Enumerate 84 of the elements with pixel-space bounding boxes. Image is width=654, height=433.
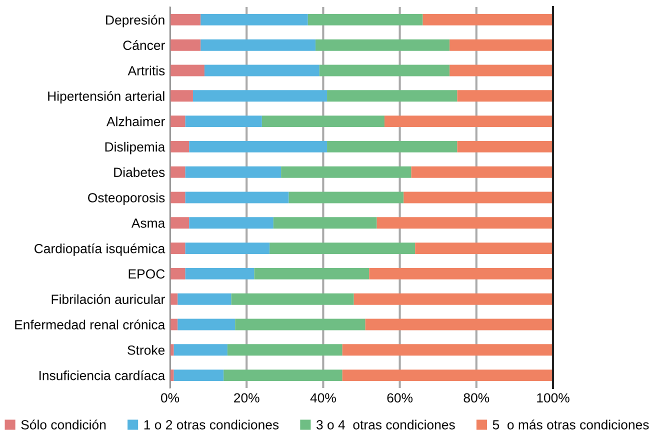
- y-tick-label: Enfermedad renal crónica: [15, 320, 166, 330]
- bar: [288, 192, 404, 204]
- x-tick-label: 60%: [387, 393, 413, 403]
- bar: [185, 192, 289, 204]
- y-tick-label: Stroke: [128, 345, 165, 355]
- bar: [457, 90, 553, 102]
- legend-label: 3 o 4 otras condiciones: [316, 420, 455, 430]
- bar: [415, 242, 553, 254]
- bar: [281, 166, 412, 178]
- bar: [270, 242, 416, 254]
- bar: [327, 140, 458, 152]
- bar: [319, 64, 450, 76]
- bar: [354, 293, 553, 305]
- bar: [308, 14, 423, 26]
- bar: [170, 344, 174, 356]
- y-tick-label: Insuficiencia cardíaca: [39, 370, 166, 380]
- y-tick-label: Alzhaimer: [106, 116, 165, 126]
- bar: [170, 370, 174, 382]
- bar: [342, 370, 553, 382]
- x-tick-label: 100%: [537, 393, 570, 403]
- bar: [457, 140, 553, 152]
- bar: [411, 166, 553, 178]
- bar: [185, 242, 270, 254]
- bar: [224, 370, 342, 382]
- y-tick-label: Cardiopatía isquémica: [34, 243, 166, 256]
- bar: [450, 64, 553, 76]
- bar: [369, 268, 553, 280]
- legend-label: Sólo condición: [21, 420, 106, 430]
- y-tick-label: Fibrilación auricular: [52, 294, 165, 304]
- bar: [384, 116, 553, 128]
- y-tick-label: Cáncer: [123, 40, 165, 50]
- bar: [365, 318, 553, 330]
- bar: [170, 268, 186, 280]
- bar: [170, 64, 204, 76]
- bar: [178, 293, 232, 305]
- bar: [450, 39, 553, 51]
- bar: [327, 90, 458, 102]
- bar: [178, 318, 236, 330]
- bar: [316, 39, 450, 51]
- legend-label: 5 o más otras condiciones: [492, 420, 649, 430]
- bar: [422, 14, 553, 26]
- bar: [227, 344, 342, 356]
- x-tick-label: 80%: [464, 393, 490, 403]
- bar: [376, 217, 553, 229]
- bar: [170, 166, 186, 178]
- bar: [174, 370, 224, 382]
- bar: [200, 14, 308, 26]
- bar: [170, 140, 190, 152]
- bar: [192, 90, 328, 102]
- bar: [170, 192, 186, 204]
- bar: [170, 217, 190, 229]
- x-tick-label: 20%: [234, 393, 260, 403]
- bar: [170, 14, 201, 26]
- y-tick-label: Hipertensión arterial: [48, 91, 164, 104]
- y-tick-label: Artritis: [128, 66, 165, 76]
- bar: [342, 344, 553, 356]
- bar: [185, 268, 254, 280]
- bar: [185, 166, 282, 178]
- y-tick-label: Dislipemia: [105, 142, 166, 154]
- bar: [170, 116, 186, 128]
- bar: [170, 242, 186, 254]
- bar: [185, 116, 262, 128]
- bar: [235, 318, 366, 330]
- bar: [262, 116, 384, 128]
- y-tick-label: Diabetes: [114, 167, 165, 178]
- bar: [204, 64, 320, 76]
- bar: [200, 39, 316, 51]
- bar: [174, 344, 228, 356]
- bar: [404, 192, 553, 204]
- bar: [189, 140, 328, 152]
- x-tick-label: 0%: [160, 393, 180, 403]
- bar: [170, 90, 193, 102]
- bar: [189, 217, 274, 229]
- y-tick-label: EPOC: [128, 269, 165, 279]
- y-tick-label: Osteoporosis: [88, 192, 165, 206]
- y-tick-label: Depresión: [106, 14, 164, 28]
- bar: [170, 39, 201, 51]
- bar: [254, 268, 370, 280]
- x-tick-label: 40%: [310, 393, 336, 403]
- bar: [170, 293, 178, 305]
- bar: [231, 293, 354, 305]
- bar: [273, 217, 377, 229]
- y-tick-label: Asma: [131, 218, 166, 228]
- legend-label: 1 o 2 otras condiciones: [144, 420, 279, 430]
